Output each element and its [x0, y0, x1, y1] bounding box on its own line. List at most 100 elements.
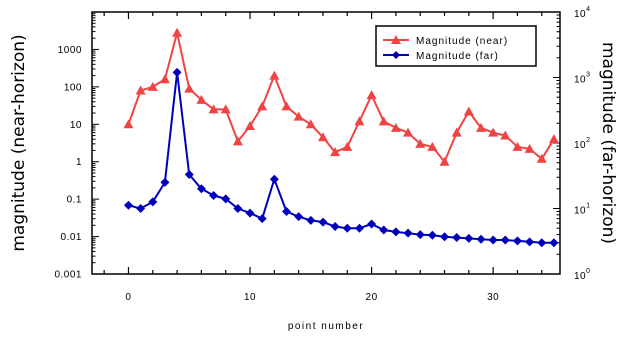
data-point — [500, 235, 510, 245]
x-tick-label: 20 — [366, 292, 378, 303]
data-point — [172, 27, 183, 37]
data-point — [294, 212, 304, 222]
data-point — [306, 215, 316, 225]
data-point — [245, 120, 256, 130]
legend: Magnitude (near) Magnitude (far) — [375, 25, 537, 67]
x-tick-label: 0 — [125, 292, 131, 303]
left-tick-label: 1 — [76, 157, 82, 168]
data-point — [488, 127, 499, 137]
data-point — [305, 119, 316, 129]
data-point — [440, 232, 450, 242]
right-tick-label: 102 — [574, 137, 591, 151]
left-tick-label: 0.001 — [54, 270, 82, 281]
data-point — [415, 138, 426, 148]
data-point — [147, 81, 158, 91]
data-point — [476, 234, 486, 244]
series-far — [123, 67, 559, 248]
data-point — [123, 119, 134, 129]
data-point — [281, 101, 292, 111]
data-point — [123, 200, 133, 210]
data-point — [159, 74, 170, 84]
data-point — [245, 208, 255, 218]
right-tick-label: 100 — [574, 268, 591, 282]
left-axis-ticks: 0.001 0.01 0.1 1 10 100 1000 — [54, 13, 99, 281]
data-point — [208, 104, 219, 114]
data-point — [221, 194, 231, 204]
left-tick-label: 1000 — [58, 45, 82, 56]
data-point — [525, 237, 535, 247]
data-point — [500, 130, 511, 140]
data-point — [160, 177, 170, 187]
data-point — [463, 106, 474, 116]
data-point — [148, 197, 158, 207]
data-point — [269, 174, 279, 184]
data-point — [281, 206, 291, 216]
x-axis-title: point number — [288, 321, 364, 332]
data-point — [209, 190, 219, 200]
data-point — [257, 214, 267, 224]
data-point — [549, 238, 559, 248]
data-point — [415, 230, 425, 240]
left-tick-label: 0.01 — [61, 232, 82, 243]
left-tick-label: 10 — [70, 120, 82, 131]
data-point — [342, 223, 352, 233]
right-tick-label: 101 — [574, 203, 591, 217]
data-point — [524, 143, 535, 153]
data-point — [451, 127, 462, 137]
data-point — [452, 233, 462, 243]
data-point — [427, 141, 438, 151]
data-point — [330, 222, 340, 232]
right-tick-label: 104 — [574, 6, 591, 20]
data-point — [184, 83, 195, 93]
data-point — [367, 219, 377, 229]
data-point — [330, 147, 341, 157]
series-near — [123, 27, 559, 166]
legend-label-far: Magnitude (far) — [416, 51, 499, 62]
data-point — [232, 136, 243, 146]
data-point — [220, 104, 231, 114]
left-tick-label: 0.1 — [67, 195, 82, 206]
data-point — [488, 235, 498, 245]
series-line-far — [128, 71, 554, 244]
legend-marker-far — [392, 51, 400, 59]
data-point — [184, 170, 194, 180]
data-point — [512, 141, 523, 151]
x-tick-label: 30 — [487, 292, 499, 303]
data-point — [196, 184, 206, 194]
legend-marker-near — [391, 35, 401, 44]
data-point — [172, 67, 182, 77]
data-point — [135, 85, 146, 95]
x-axis-ticks: 0 10 20 30 — [103, 12, 543, 303]
data-point — [233, 204, 243, 213]
data-point — [354, 223, 364, 233]
data-point — [464, 233, 474, 243]
left-tick-label: 100 — [64, 82, 82, 93]
data-point — [536, 153, 547, 163]
data-point — [512, 236, 522, 246]
data-point — [439, 156, 450, 166]
data-point — [257, 101, 268, 111]
data-point — [379, 225, 389, 235]
data-point — [196, 94, 207, 104]
data-point — [548, 134, 559, 144]
right-axis-title: magnitude (far-horizon) — [598, 42, 618, 244]
data-point — [354, 116, 365, 126]
data-point — [318, 217, 328, 227]
legend-box — [375, 25, 537, 67]
data-point — [378, 116, 389, 126]
data-point — [390, 122, 401, 132]
right-axis-ticks: 100 101 102 103 104 — [553, 6, 591, 282]
data-point — [366, 90, 377, 100]
data-point — [475, 122, 486, 132]
legend-label-near: Magnitude (near) — [416, 36, 508, 47]
data-point — [136, 204, 146, 213]
data-point — [427, 230, 437, 240]
data-point — [403, 228, 413, 238]
data-point — [403, 127, 414, 137]
right-tick-label: 103 — [574, 72, 591, 86]
data-point — [391, 227, 401, 237]
data-point — [293, 111, 304, 121]
data-point — [317, 132, 328, 142]
data-point — [342, 141, 353, 151]
